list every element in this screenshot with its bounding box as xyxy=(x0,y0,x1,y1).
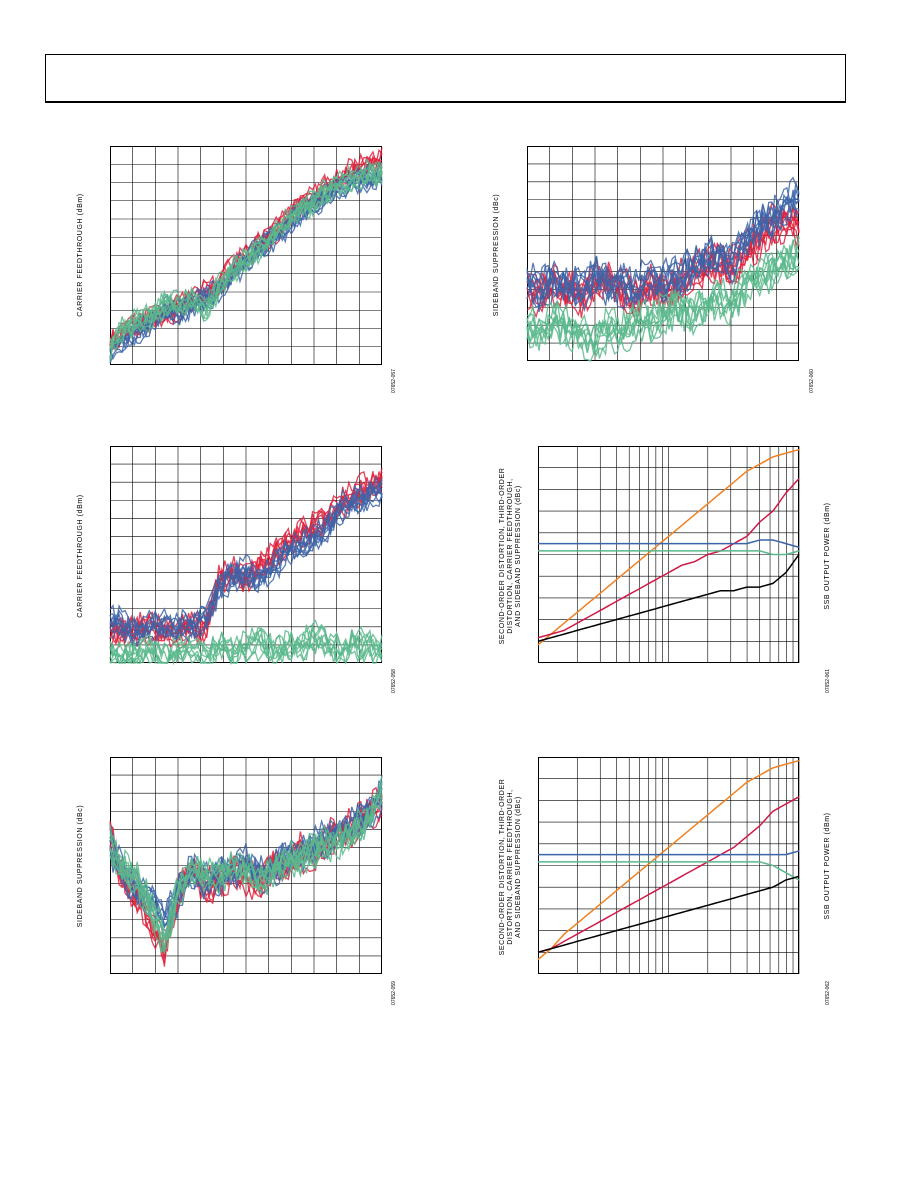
series-line-green xyxy=(109,619,383,658)
series-line-blue xyxy=(538,850,800,856)
series-line-blue xyxy=(538,539,800,549)
series-line-crimson xyxy=(537,478,800,639)
series-line-green xyxy=(526,239,800,339)
figure-id-c4: 07652-061 xyxy=(824,669,831,693)
series-line-green xyxy=(526,235,800,342)
series-line-green xyxy=(109,628,383,664)
carrier-feedthrough-chart-2 xyxy=(109,446,383,666)
y-axis-label-c4: SECOND-ORDER DISTORTION, THIRD-ORDER DIS… xyxy=(499,467,522,645)
series-line-black xyxy=(537,875,800,954)
figure-id-c1: 07652-057 xyxy=(390,369,397,393)
y-axis-label-c5: SIDEBAND SUPPRESSION (dBc) xyxy=(77,804,84,928)
series-line-orange xyxy=(537,759,800,961)
series-line-red xyxy=(526,209,800,306)
y-axis-label-c3: CARRIER FEEDTHROUGH (dBm) xyxy=(77,494,84,618)
series-line-blue xyxy=(109,476,383,636)
y2-axis-label-c6: SSB OUTPUT POWER (dBm) xyxy=(824,812,831,920)
page-header-box xyxy=(45,54,846,103)
series-line-green xyxy=(109,783,383,942)
series-line-green xyxy=(109,629,383,665)
series-line-green xyxy=(109,168,383,350)
series-line-green xyxy=(538,861,800,881)
y-axis-label-c1: CARRIER FEEDTHROUGH (dBm) xyxy=(77,193,84,317)
sideband-suppression-chart-1 xyxy=(526,146,800,362)
figure-id-c6: 07652-062 xyxy=(824,981,831,1005)
series-line-blue xyxy=(526,176,800,290)
figure-id-c3: 07652-058 xyxy=(390,669,397,693)
series-line-green xyxy=(109,157,383,345)
series-line-green xyxy=(109,625,383,664)
series-line-blue xyxy=(109,478,383,634)
sideband-suppression-chart-2 xyxy=(109,757,383,974)
series-line-green xyxy=(538,550,800,556)
distortion-chart-1 xyxy=(537,446,800,663)
series-line-crimson xyxy=(537,796,800,954)
series-line-black xyxy=(537,554,800,643)
distortion-chart-2 xyxy=(537,757,800,974)
series-line-green xyxy=(526,251,800,350)
series-line-blue xyxy=(109,479,383,638)
series-line-green xyxy=(109,635,383,666)
y-axis-label-c2: SIDEBAND SUPPRESSION (dBc) xyxy=(493,193,500,317)
figure-id-c5: 07652-059 xyxy=(390,981,397,1005)
figure-id-c2: 07652-060 xyxy=(808,369,815,393)
series-line-green xyxy=(526,236,800,347)
series-line-orange xyxy=(537,448,800,646)
y2-axis-label-c4: SSB OUTPUT POWER (dBm) xyxy=(824,502,831,610)
y-axis-label-c6: SECOND-ORDER DISTORTION, THIRD-ORDER DIS… xyxy=(499,778,522,956)
series-line-blue xyxy=(526,182,800,297)
carrier-feedthrough-chart-1 xyxy=(109,146,383,365)
series-line-green xyxy=(109,781,383,937)
